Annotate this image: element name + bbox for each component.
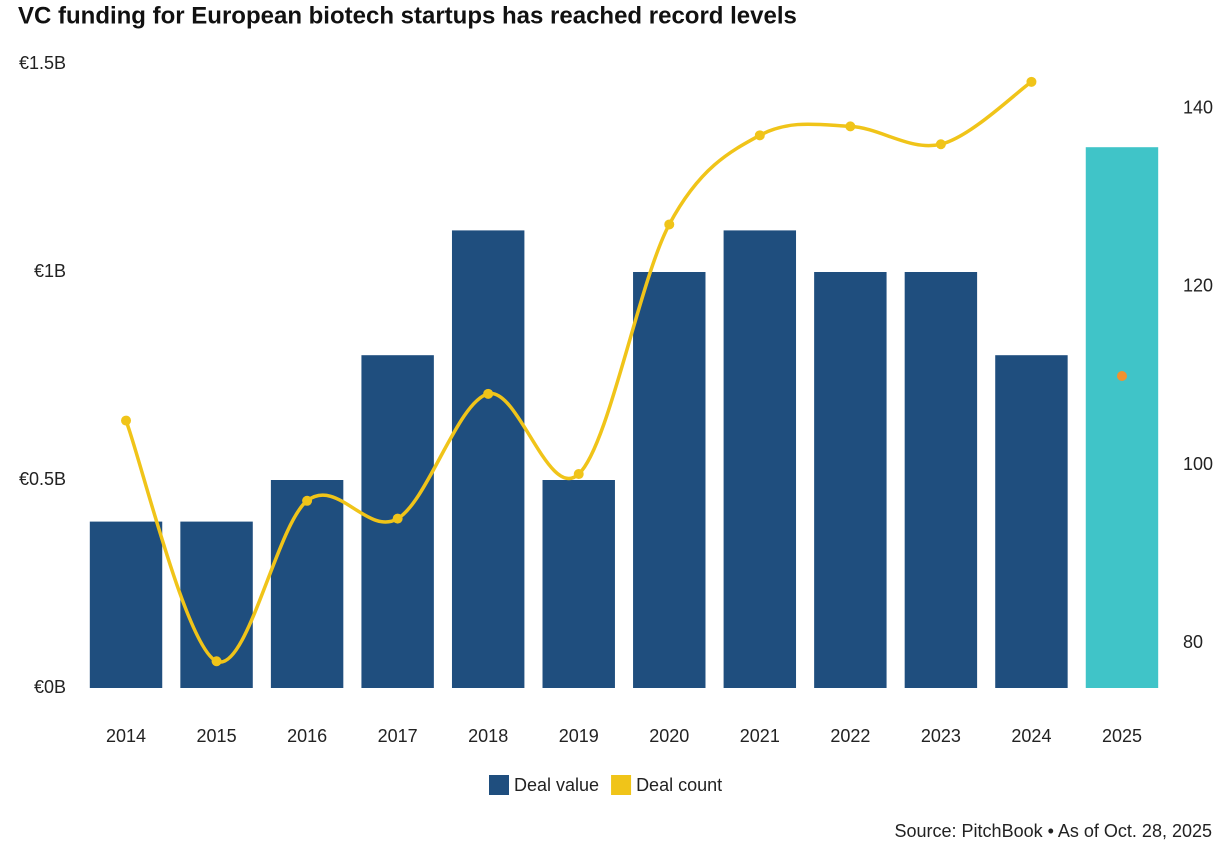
y-tick-label: €0B: [34, 677, 66, 697]
y-tick-label: €1.5B: [19, 53, 66, 73]
line-point: [302, 495, 313, 506]
legend-label: Deal value: [514, 775, 599, 795]
line-point: [1026, 76, 1037, 87]
x-tick-label: 2015: [197, 726, 237, 746]
line-point: [392, 513, 403, 524]
legend-label: Deal count: [636, 775, 722, 795]
x-tick-label: 2019: [559, 726, 599, 746]
bar: [270, 480, 344, 688]
x-tick-label: 2024: [1011, 726, 1051, 746]
legend-swatch: [489, 775, 509, 795]
line-point: [845, 121, 856, 132]
bar: [542, 480, 615, 688]
bar: [451, 230, 525, 688]
bar: [814, 272, 887, 688]
y2-tick-label: 120: [1183, 276, 1213, 296]
line-point: [483, 388, 494, 399]
point: [1116, 371, 1127, 381]
y-tick-label: €1B: [34, 261, 66, 281]
x-tick-label: 2016: [287, 726, 327, 746]
source-note: Source: PitchBook • As of Oct. 28, 2025: [895, 821, 1212, 841]
line-point: [754, 130, 765, 141]
line-point: [121, 415, 132, 426]
legend-swatch: [611, 775, 632, 795]
bar: [904, 272, 978, 688]
x-tick-label: 2020: [649, 726, 689, 746]
x-tick-label: 2014: [106, 726, 146, 746]
x-tick-label: 2025: [1102, 726, 1142, 746]
x-tick-label: 2023: [921, 726, 961, 746]
line-point: [573, 469, 584, 480]
line-point: [211, 656, 222, 667]
bar: [723, 230, 797, 688]
y-tick-label: €0.5B: [19, 469, 66, 489]
bar: [995, 355, 1068, 688]
x-tick-label: 2022: [830, 726, 870, 746]
y2-tick-label: 140: [1183, 97, 1213, 117]
y2-tick-label: 100: [1183, 454, 1213, 474]
chart-title: VC funding for European biotech startups…: [18, 2, 797, 29]
bar: [633, 272, 706, 688]
x-tick-label: 2018: [468, 726, 508, 746]
line-point: [935, 139, 946, 150]
x-tick-label: 2021: [740, 726, 780, 746]
x-tick-label: 2017: [378, 726, 418, 746]
line-point: [664, 219, 675, 230]
bar: [89, 521, 163, 688]
bar: [1085, 147, 1159, 688]
y2-tick-label: 80: [1183, 632, 1203, 652]
